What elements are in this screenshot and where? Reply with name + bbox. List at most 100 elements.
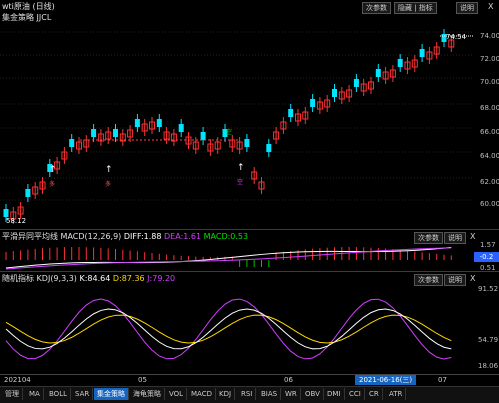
indicator-tab[interactable]: BIAS (258, 388, 282, 400)
candle-body (302, 111, 309, 120)
price-axis-label: 72.00 (480, 55, 499, 63)
candle-body (10, 211, 17, 220)
macd-params: MACD(12,26,9) (60, 232, 122, 241)
candle-body (397, 59, 403, 67)
kdj-close-icon[interactable]: X (470, 274, 476, 283)
candle-body (389, 69, 396, 78)
panel-divider (0, 271, 499, 272)
indicator-tab[interactable]: MA (26, 388, 44, 400)
candle-body (192, 141, 199, 150)
macd-diff: DIFF:1.88 (123, 232, 162, 241)
kdj-axis-mid: 54.79 (478, 336, 499, 344)
indicator-tab[interactable]: MACD (188, 388, 216, 400)
price-chart[interactable]: 多 ↑ 多 ↑ 空 ↑ 空 (0, 22, 474, 228)
candle-body (280, 121, 287, 130)
candle-body (244, 139, 250, 147)
indicator-tab[interactable]: 管理 (2, 388, 23, 400)
indicator-tab[interactable]: OBV (302, 388, 324, 400)
macd-value: MACD:0.53 (203, 232, 249, 241)
kdj-k-line (5, 308, 452, 350)
indicator-tab[interactable]: SAR (72, 388, 94, 400)
candle-body (258, 181, 265, 190)
kdj-params-button[interactable]: 次参数 (414, 274, 443, 286)
indicator-tab[interactable]: CR (366, 388, 383, 400)
candle-body (32, 186, 39, 195)
indicator-tab[interactable]: KDJ (216, 388, 236, 400)
candle-body (251, 171, 258, 180)
candle-body (353, 79, 359, 87)
signal-marker: 多 (49, 180, 55, 188)
candle-body (17, 206, 24, 215)
panel-divider (0, 374, 499, 375)
candle-body (97, 133, 104, 142)
candle-body (39, 181, 46, 190)
indicator-tab[interactable]: VOL (166, 388, 188, 400)
candle-body (200, 132, 206, 140)
macd-params-button[interactable]: 次参数 (414, 232, 443, 244)
candle-body (54, 161, 61, 170)
chart-title: wti原油 (日线) (2, 2, 55, 11)
arrow-up-icon: ↑ (237, 163, 245, 173)
macd-dea-line (5, 247, 452, 270)
low-price-label: 58.12 (6, 217, 27, 225)
candle-body (236, 141, 243, 150)
candle-body (170, 133, 177, 142)
macd-axis-mid: 0.51 (480, 264, 496, 272)
macd-dea: DEA:1.61 (164, 232, 202, 241)
candle-body (288, 109, 294, 117)
kdj-params: KDJ(9,3,3) (36, 274, 77, 283)
signal-marker: 多 (105, 180, 111, 188)
macd-explain-button[interactable]: 说明 (444, 232, 466, 244)
hide-indicator-button[interactable]: 隐藏 | 指标 (394, 2, 437, 14)
params-button[interactable]: 次参数 (362, 2, 391, 14)
candle-body (310, 99, 316, 107)
arrow-up-icon: ↑ (105, 165, 113, 175)
candle-body (324, 99, 331, 108)
indicator-tab[interactable]: ATR (386, 388, 407, 400)
candle-body (214, 141, 221, 150)
explain-button[interactable]: 说明 (456, 2, 478, 14)
candle-body (149, 121, 155, 130)
indicator-tab[interactable]: RSI (238, 388, 257, 400)
candle-body (295, 113, 301, 122)
candle-body (91, 129, 97, 137)
price-axis-label: 64.00 (480, 152, 499, 160)
strategy-label: 集金策略 JJCL (2, 13, 52, 22)
close-icon[interactable]: X (488, 2, 494, 11)
price-axis-label: 66.00 (480, 128, 499, 136)
candle-body (419, 49, 425, 57)
candle-body (207, 143, 214, 152)
panel-divider (0, 229, 499, 230)
kdj-d-line (5, 314, 452, 344)
candle-body (360, 83, 367, 92)
indicator-tab[interactable]: BOLL (46, 388, 71, 400)
candle-body (156, 119, 162, 127)
candle-body (316, 101, 323, 110)
candle-body (127, 129, 134, 138)
indicator-tab[interactable]: DMI (324, 388, 345, 400)
macd-chart[interactable] (0, 242, 474, 270)
kdj-explain-button[interactable]: 说明 (444, 274, 466, 286)
price-axis-label: 62.00 (480, 178, 499, 186)
candle-body (375, 69, 381, 77)
candle-body (69, 139, 75, 147)
indicator-tab[interactable]: CCI (346, 388, 365, 400)
candle-body (404, 61, 411, 70)
candle-body (338, 91, 345, 100)
candle-body (113, 129, 118, 137)
x-axis-label-2: 06 (284, 376, 293, 384)
candle-body (382, 71, 389, 80)
candle-body (134, 119, 140, 127)
price-axis-label: 68.00 (480, 104, 499, 112)
candle-body (141, 123, 148, 132)
macd-close-icon[interactable]: X (470, 232, 476, 241)
kdj-chart[interactable] (0, 284, 474, 374)
indicator-tab[interactable]: 集金策略 (94, 388, 129, 400)
indicator-tab[interactable]: WR (282, 388, 301, 400)
last-price-label: 74.54 (446, 33, 467, 41)
candle-body (25, 189, 31, 197)
candle-body (433, 46, 440, 55)
candle-body (222, 129, 228, 137)
indicator-tab[interactable]: 海龟策略 (130, 388, 165, 400)
kdj-j-line (5, 298, 452, 360)
